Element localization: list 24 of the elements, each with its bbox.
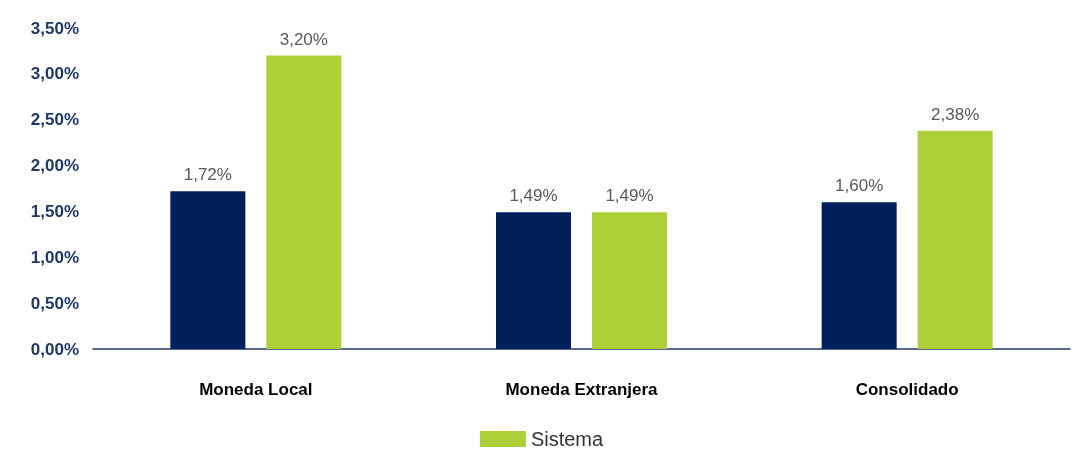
x-tick-label: Moneda Extranjera bbox=[505, 380, 659, 399]
data-label: 1,49% bbox=[605, 186, 654, 206]
data-label: 1,60% bbox=[835, 176, 884, 196]
y-tick-label: 1,00% bbox=[30, 247, 79, 267]
y-tick-label: 1,50% bbox=[30, 201, 79, 221]
y-tick-label: 3,00% bbox=[30, 64, 79, 84]
y-tick-label: 2,50% bbox=[30, 110, 79, 130]
data-label: 2,38% bbox=[931, 104, 980, 124]
bar bbox=[170, 191, 246, 349]
x-tick-label: Moneda Local bbox=[199, 380, 313, 399]
bar bbox=[592, 212, 667, 349]
bar bbox=[266, 55, 342, 349]
data-label: 3,20% bbox=[279, 29, 328, 49]
y-tick-label: 0,00% bbox=[30, 339, 79, 359]
bar bbox=[496, 212, 571, 349]
y-tick-label: 0,50% bbox=[30, 293, 79, 313]
bar bbox=[821, 202, 897, 349]
x-tick-label: Consolidado bbox=[855, 380, 959, 399]
y-tick-label: 3,50% bbox=[30, 18, 79, 38]
legend-label: Sistema bbox=[530, 428, 604, 450]
bar bbox=[917, 130, 993, 349]
y-tick-label: 2,00% bbox=[30, 156, 79, 176]
data-label: 1,49% bbox=[509, 186, 558, 206]
data-label: 1,72% bbox=[183, 165, 232, 185]
